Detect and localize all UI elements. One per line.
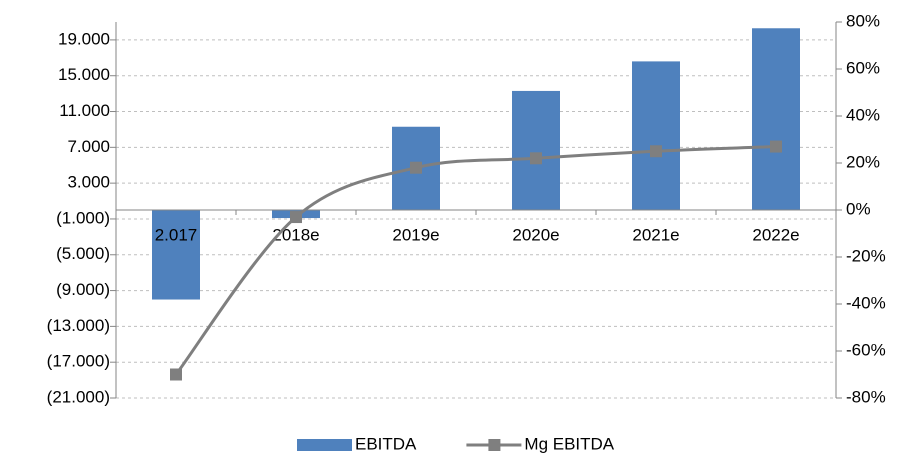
y-tick-label: (21.000) — [47, 387, 110, 406]
y2-tick-label: -60% — [846, 340, 886, 359]
bar — [752, 28, 800, 211]
y-tick-label: 3.000 — [67, 173, 110, 192]
x-tick-label: 2021e — [632, 225, 679, 244]
bar — [512, 90, 560, 210]
bar — [152, 210, 200, 300]
y2-tick-label: 20% — [846, 152, 880, 171]
x-tick-label: 2022e — [752, 225, 799, 244]
x-tick-label: 2020e — [512, 225, 559, 244]
marker — [290, 211, 302, 224]
y-tick-label: 11.000 — [59, 101, 110, 120]
marker — [170, 368, 182, 381]
y-tick-label: (17.000) — [47, 352, 110, 371]
x-tick-label: 2.017 — [155, 225, 198, 244]
legend-swatch — [297, 439, 352, 451]
y2-tick-label: 60% — [846, 58, 880, 77]
marker — [650, 145, 662, 158]
y2-tick-label: 0% — [846, 199, 871, 218]
line — [174, 145, 777, 376]
marker — [410, 161, 422, 174]
y2-tick-label: -20% — [846, 246, 886, 265]
y2-tick-label: 40% — [846, 105, 880, 124]
y-tick-label: (5.000) — [56, 244, 110, 263]
y2-tick-label: -40% — [846, 293, 886, 312]
y2-tick-label: 80% — [846, 11, 880, 30]
y-tick-label: 19.000 — [58, 29, 110, 48]
legend-label: EBITDA — [355, 434, 417, 453]
marker — [770, 140, 782, 153]
y-tick-label: (1.000) — [56, 208, 110, 227]
marker — [530, 152, 542, 165]
y-tick-label: (13.000) — [47, 316, 110, 335]
y-tick-label: 7.000 — [67, 137, 110, 156]
y2-tick-label: -80% — [846, 387, 886, 406]
y-tick-label: (9.000) — [56, 280, 110, 299]
x-tick-label: 2019e — [392, 225, 439, 244]
bar — [632, 61, 680, 211]
legend-swatch — [488, 439, 501, 451]
y-tick-label: 15.000 — [58, 65, 110, 84]
legend-label: Mg EBITDA — [524, 434, 614, 453]
